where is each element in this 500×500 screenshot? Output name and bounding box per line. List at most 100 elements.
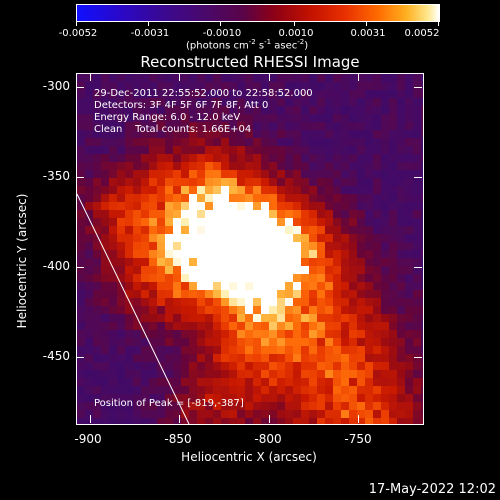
heatmap-cell [413, 418, 421, 424]
heatmap-cell [317, 418, 325, 424]
heatmap-cell [349, 322, 357, 330]
heatmap-cell [101, 98, 109, 106]
heatmap-cell [85, 226, 93, 234]
heatmap-cell [333, 258, 341, 266]
heatmap-cell [229, 226, 237, 234]
heatmap-cell [397, 106, 405, 114]
heatmap-cell [373, 218, 381, 226]
heatmap-cell [197, 282, 205, 290]
heatmap-cell [309, 402, 317, 410]
heatmap-cell [389, 154, 397, 162]
heatmap-cell [373, 338, 381, 346]
heatmap-cell [245, 402, 253, 410]
heatmap-cell [141, 170, 149, 178]
heatmap-cell [277, 218, 285, 226]
heatmap-cell [205, 354, 213, 362]
heatmap-cell [341, 362, 349, 370]
heatmap-cell [253, 226, 261, 234]
heatmap-cell [365, 370, 373, 378]
heatmap-cell [245, 194, 253, 202]
heatmap-cell [325, 250, 333, 258]
heatmap-cell [325, 226, 333, 234]
heatmap-cell [309, 218, 317, 226]
heatmap-cell [397, 74, 405, 82]
heatmap-cell [173, 274, 181, 282]
heatmap-cell [213, 210, 221, 218]
heatmap-cell [269, 226, 277, 234]
heatmap-cell [301, 346, 309, 354]
heatmap-cell [397, 258, 405, 266]
heatmap-cell [157, 298, 165, 306]
heatmap-cell [309, 258, 317, 266]
heatmap-cell [317, 226, 325, 234]
heatmap-cell [365, 410, 373, 418]
x-tick-label: -900 [74, 432, 102, 446]
heatmap-cell [189, 122, 197, 130]
heatmap-cell [93, 130, 101, 138]
heatmap-cell [149, 114, 157, 122]
heatmap-cell [109, 242, 117, 250]
heatmap-cell [125, 330, 133, 338]
heatmap-cell [245, 138, 253, 146]
heatmap-cell [309, 394, 317, 402]
heatmap-cell [277, 266, 285, 274]
heatmap-cell [413, 346, 421, 354]
heatmap-cell [237, 130, 245, 138]
heatmap-cell [341, 378, 349, 386]
heatmap-cell [285, 346, 293, 354]
heatmap-cell [261, 138, 269, 146]
heatmap-cell [381, 138, 389, 146]
heatmap-cell [181, 218, 189, 226]
heatmap-cell [109, 322, 117, 330]
heatmap-cell [197, 322, 205, 330]
heatmap-cell [341, 122, 349, 130]
heatmap-cell [405, 298, 413, 306]
heatmap-cell [325, 402, 333, 410]
heatmap-cell [189, 114, 197, 122]
heatmap-cell [181, 322, 189, 330]
heatmap-cell [261, 218, 269, 226]
x-tick-mark [358, 73, 359, 81]
heatmap-cell [109, 186, 117, 194]
heatmap-cell [301, 410, 309, 418]
heatmap-cell [165, 114, 173, 122]
heatmap-cell [205, 402, 213, 410]
heatmap-cell [85, 274, 93, 282]
heatmap-cell [181, 82, 189, 90]
heatmap-cell [269, 346, 277, 354]
heatmap-cell [333, 146, 341, 154]
heatmap-cell [181, 354, 189, 362]
heatmap-cell [229, 74, 237, 82]
heatmap-cell [421, 170, 423, 178]
heatmap-cell [309, 370, 317, 378]
heatmap-cell [109, 394, 117, 402]
heatmap-cell [397, 330, 405, 338]
heatmap-cell [293, 106, 301, 114]
heatmap-cell [285, 178, 293, 186]
heatmap-cell [389, 418, 397, 424]
heatmap-cell [301, 274, 309, 282]
heatmap-cell [397, 370, 405, 378]
heatmap-cell [117, 122, 125, 130]
heatmap-cell [349, 226, 357, 234]
heatmap-cell [149, 378, 157, 386]
heatmap-cell [405, 178, 413, 186]
heatmap-cell [197, 82, 205, 90]
heatmap-cell [349, 258, 357, 266]
heatmap-cell [357, 130, 365, 138]
heatmap-cell [149, 266, 157, 274]
heatmap-cell [357, 178, 365, 186]
heatmap-cell [285, 250, 293, 258]
heatmap-cell [109, 130, 117, 138]
heatmap-cell [365, 74, 373, 82]
heatmap-cell [149, 170, 157, 178]
heatmap-cell [173, 242, 181, 250]
heatmap-cell [189, 386, 197, 394]
heatmap-cell [181, 186, 189, 194]
heatmap-cell [221, 114, 229, 122]
heatmap-cell [277, 98, 285, 106]
heatmap-cell [413, 122, 421, 130]
heatmap-cell [205, 154, 213, 162]
heatmap-cell [197, 402, 205, 410]
heatmap-cell [253, 154, 261, 162]
